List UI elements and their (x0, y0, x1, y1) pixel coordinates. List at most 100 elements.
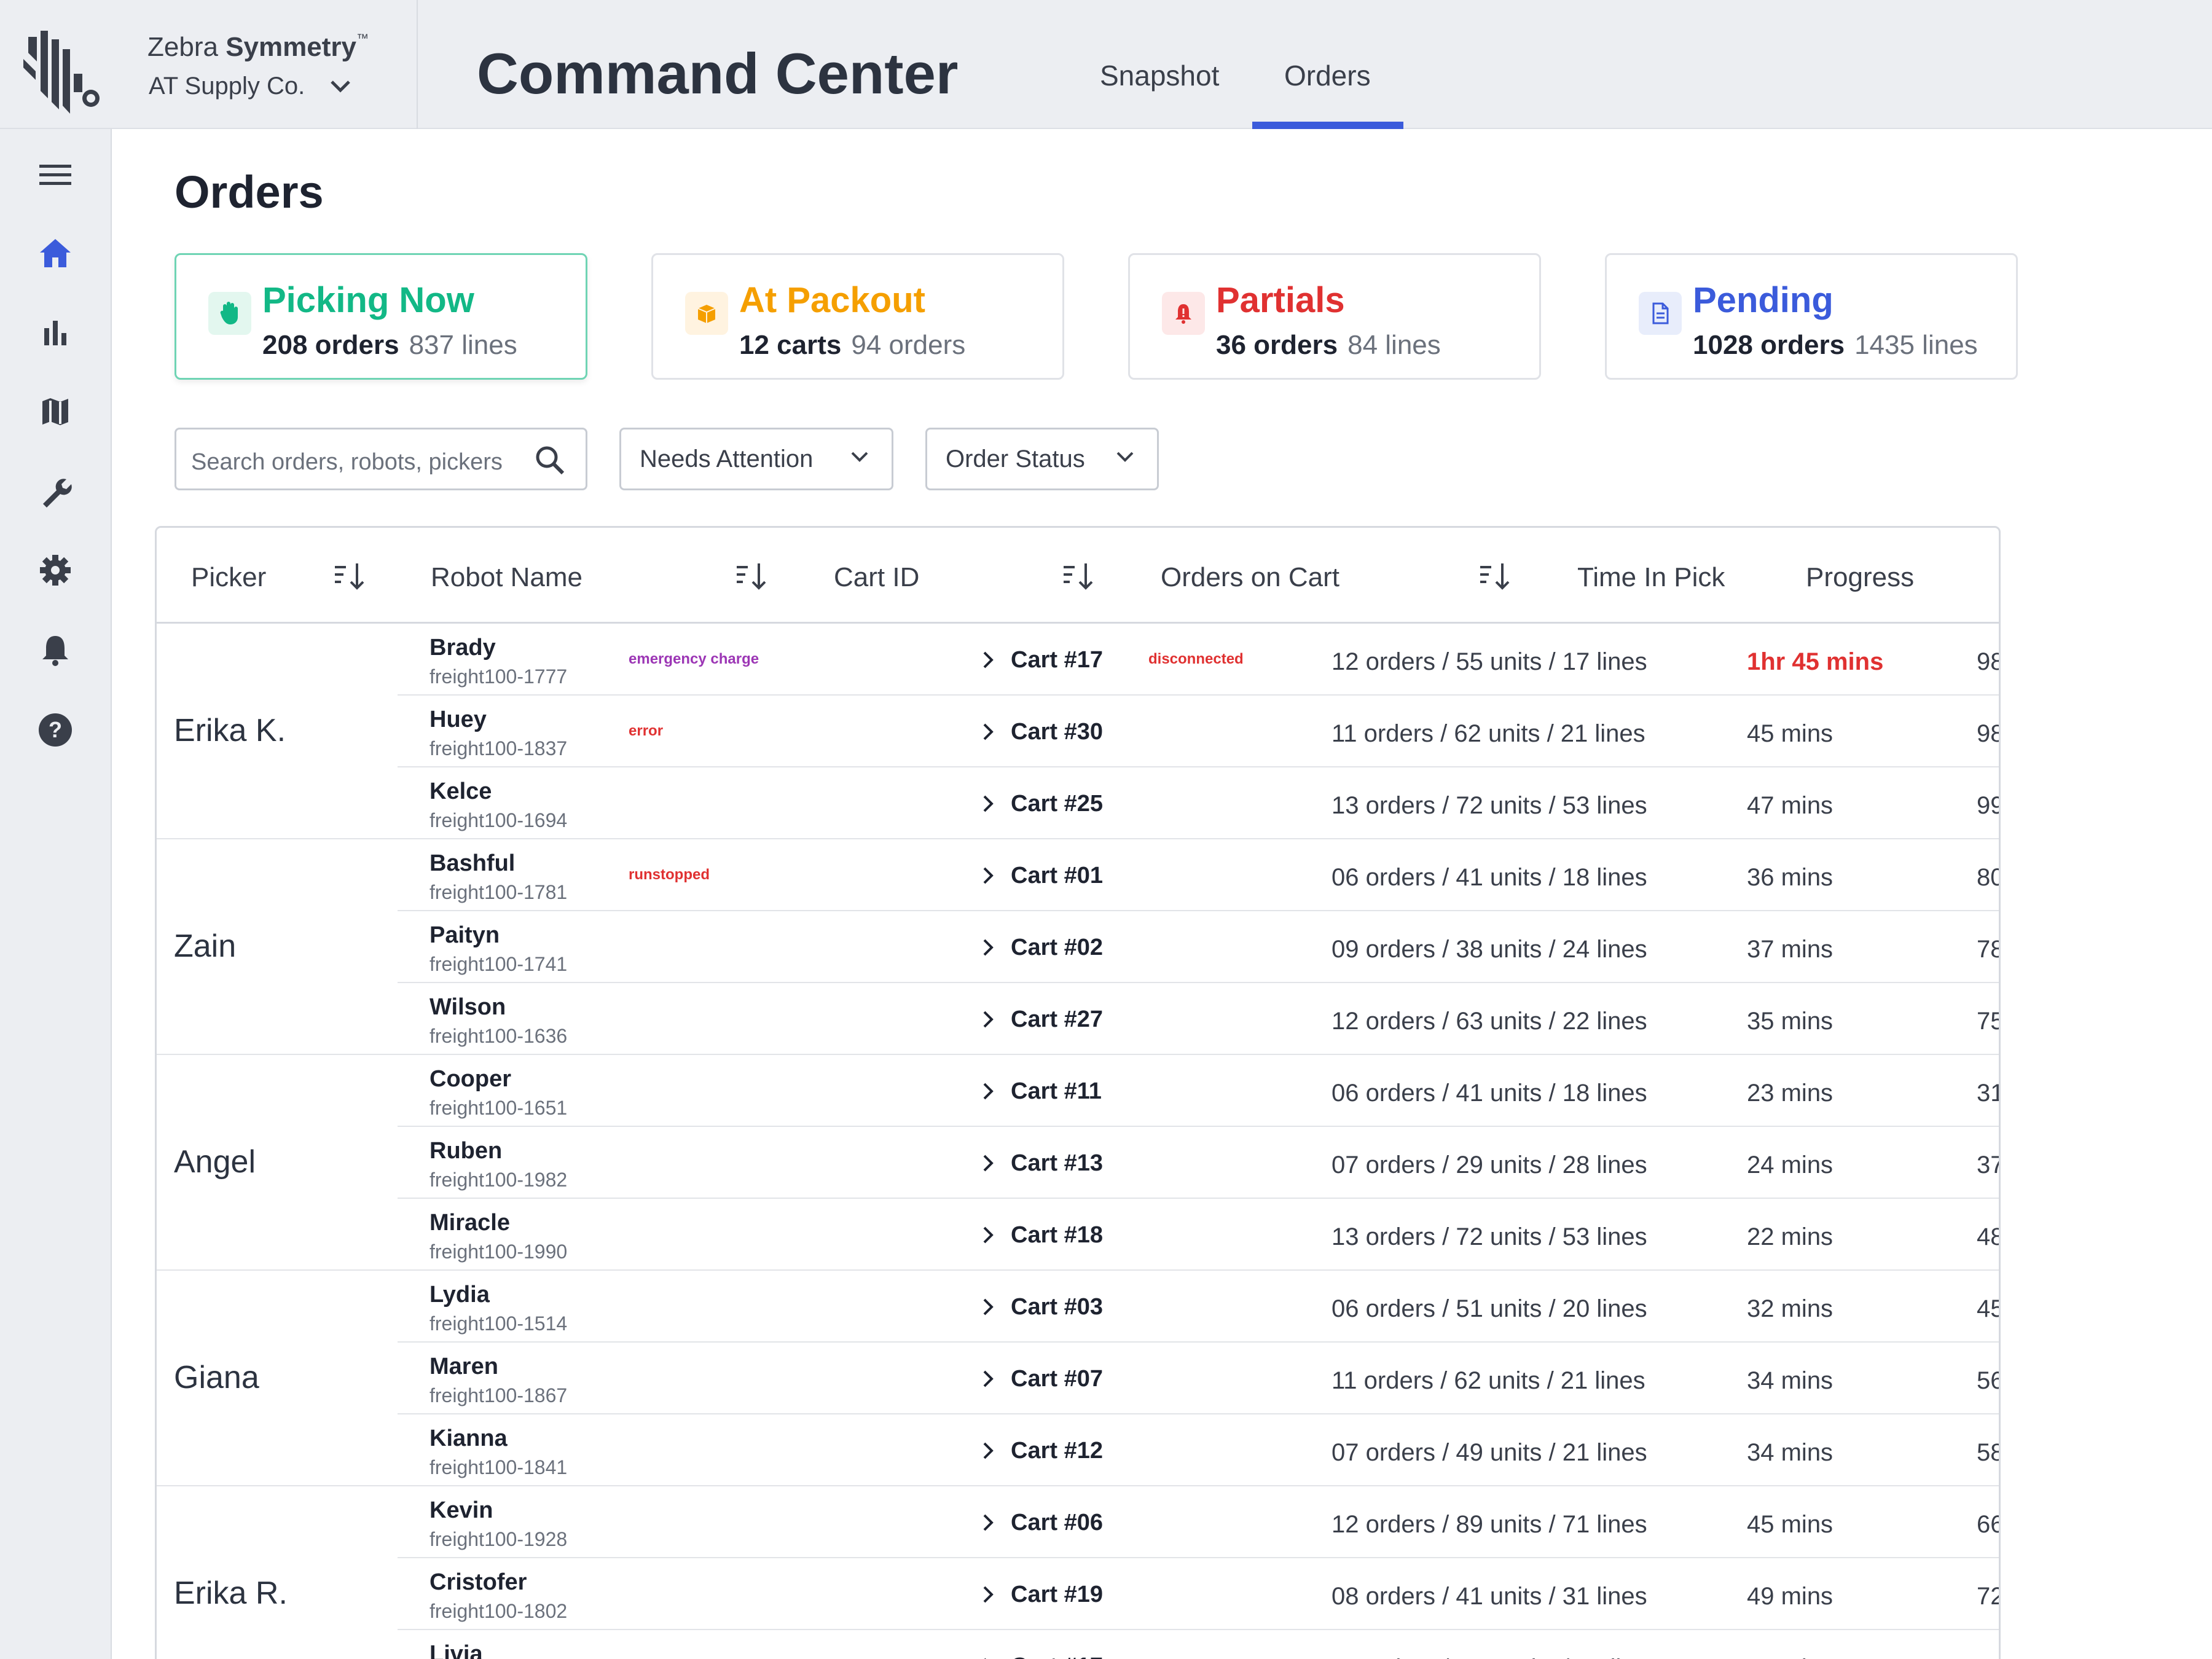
cart-id[interactable]: Cart #27 (1011, 1006, 1103, 1032)
progress-value: 58% (1977, 1439, 1999, 1466)
chevron-right-icon[interactable] (981, 1370, 995, 1388)
robot-id: freight100-1777 (429, 665, 568, 688)
progress-value: 99% (1977, 792, 1999, 819)
progress-value: 80% (1977, 864, 1999, 891)
cart-id[interactable]: Cart #18 (1011, 1222, 1103, 1248)
chevron-right-icon[interactable] (981, 1585, 995, 1604)
progress-value: 70% (1977, 1655, 1999, 1659)
robot-id: freight100-1741 (429, 953, 568, 975)
orders-on-cart: 13 orders / 72 units / 53 lines (1332, 792, 1647, 819)
column-header-progress[interactable]: Progress (1806, 562, 1915, 592)
table-row[interactable]: Paityn freight100-1741 Cart #02 09 order… (398, 911, 1999, 983)
table-row[interactable]: Cristofer freight100-1802 Cart #19 08 or… (398, 1558, 1999, 1630)
order-status-dropdown[interactable]: Order Status (925, 428, 1159, 490)
search-placeholder: Search orders, robots, pickers (191, 449, 503, 475)
time-in-pick: 47 mins (1747, 792, 1834, 819)
sort-icon[interactable] (1478, 561, 1512, 592)
card-pending[interactable]: Pending 1028 orders 1435 lines (1605, 253, 2018, 380)
table-row[interactable]: Kelce freight100-1694 Cart #25 13 orders… (398, 767, 1999, 839)
table-row[interactable]: Bashful freight100-1781 runstopped Cart … (398, 839, 1999, 911)
cart-id[interactable]: Cart #12 (1011, 1438, 1103, 1464)
bar-chart-icon[interactable] (37, 315, 74, 351)
chevron-right-icon[interactable] (981, 1010, 995, 1029)
table-row[interactable]: Kevin freight100-1928 Cart #06 12 orders… (398, 1486, 1999, 1558)
column-header-picker[interactable]: Picker (191, 562, 267, 592)
table-row[interactable]: Brady freight100-1777 emergency charge C… (398, 624, 1999, 696)
chevron-right-icon[interactable] (981, 723, 995, 741)
help-icon[interactable]: ? (37, 712, 74, 748)
table-row[interactable]: Lydia freight100-1514 Cart #03 06 orders… (398, 1271, 1999, 1343)
chevron-down-icon (1116, 452, 1134, 462)
card-picking-now[interactable]: Picking Now 208 orders 837 lines (175, 253, 587, 380)
table-row[interactable]: Ruben freight100-1982 Cart #13 07 orders… (398, 1127, 1999, 1199)
table-row[interactable]: Wilson freight100-1636 Cart #27 12 order… (398, 983, 1999, 1055)
map-icon[interactable] (37, 393, 74, 430)
card-title: Pending (1693, 280, 1834, 320)
chevron-right-icon[interactable] (981, 1441, 995, 1460)
chevron-right-icon[interactable] (981, 794, 995, 813)
sort-icon[interactable] (1061, 561, 1096, 592)
sort-icon[interactable] (734, 561, 769, 592)
progress-value: 45% (1977, 1295, 1999, 1322)
gear-icon[interactable] (37, 552, 74, 589)
cart-id[interactable]: Cart #17 (1011, 647, 1103, 673)
table-row[interactable]: Maren freight100-1867 Cart #07 11 orders… (398, 1343, 1999, 1414)
table-row[interactable]: Miracle freight100-1990 Cart #18 13 orde… (398, 1199, 1999, 1271)
robot-name: Miracle (429, 1210, 510, 1236)
table-row[interactable]: Cooper freight100-1651 Cart #11 06 order… (398, 1055, 1999, 1127)
cart-id[interactable]: Cart #03 (1011, 1294, 1103, 1320)
chevron-right-icon[interactable] (981, 651, 995, 669)
cart-id[interactable]: Cart #30 (1011, 719, 1103, 745)
cart-id[interactable]: Cart #17 (1011, 1653, 1103, 1659)
robot-id: freight100-1982 (429, 1169, 568, 1191)
sort-icon[interactable] (332, 561, 367, 592)
picker-name: Erika R. (174, 1575, 288, 1611)
page-title: Orders (175, 167, 324, 218)
table-row[interactable]: Livia Cart #17 08 orders / 103 units / 2… (398, 1630, 1999, 1659)
active-tab-indicator (1252, 122, 1403, 129)
cart-id[interactable]: Cart #02 (1011, 935, 1103, 960)
wrench-icon[interactable] (37, 473, 74, 510)
time-in-pick: 1hr 45 mins (1747, 648, 1884, 675)
column-header-time[interactable]: Time In Pick (1577, 562, 1725, 592)
tab-orders[interactable]: Orders (1284, 60, 1371, 92)
card-at-packout[interactable]: At Packout 12 carts 94 orders (651, 253, 1064, 380)
time-in-pick: 22 mins (1747, 1223, 1834, 1250)
time-in-pick: 46 mins (1747, 1655, 1833, 1659)
card-title: At Packout (739, 280, 925, 320)
tab-snapshot[interactable]: Snapshot (1100, 60, 1220, 92)
table-row[interactable]: Huey freight100-1837 error Cart #30 11 o… (398, 696, 1999, 767)
progress-value: 72% (1977, 1583, 1999, 1610)
robot-name: Ruben (429, 1138, 503, 1164)
orders-on-cart: 07 orders / 49 units / 21 lines (1332, 1439, 1647, 1466)
chevron-right-icon[interactable] (981, 938, 995, 957)
cart-id[interactable]: Cart #13 (1011, 1150, 1103, 1176)
chevron-right-icon[interactable] (981, 1513, 995, 1532)
cart-id[interactable]: Cart #25 (1011, 791, 1103, 817)
column-header-robot[interactable]: Robot Name (431, 562, 583, 592)
robot-name: Maren (429, 1354, 498, 1379)
cart-id[interactable]: Cart #11 (1011, 1078, 1102, 1104)
home-icon[interactable] (37, 235, 74, 272)
chevron-right-icon[interactable] (981, 1298, 995, 1316)
column-header-orders[interactable]: Orders on Cart (1161, 562, 1339, 592)
card-counts: 208 orders 837 lines (262, 330, 517, 360)
cart-id[interactable]: Cart #06 (1011, 1510, 1103, 1535)
bell-icon[interactable] (37, 632, 74, 669)
chevron-right-icon[interactable] (981, 1154, 995, 1172)
chevron-right-icon[interactable] (981, 1082, 995, 1100)
chevron-right-icon[interactable] (981, 1226, 995, 1244)
table-row[interactable]: Kianna freight100-1841 Cart #12 07 order… (398, 1414, 1999, 1486)
progress-value: 75% (1977, 1008, 1999, 1035)
cart-id[interactable]: Cart #01 (1011, 863, 1103, 888)
column-header-cart[interactable]: Cart ID (834, 562, 920, 592)
org-selector[interactable]: AT Supply Co. (149, 73, 351, 100)
menu-icon[interactable] (37, 156, 74, 193)
card-partials[interactable]: Partials 36 orders 84 lines (1128, 253, 1541, 380)
needs-attention-dropdown[interactable]: Needs Attention (619, 428, 893, 490)
cart-id[interactable]: Cart #19 (1011, 1582, 1103, 1607)
chevron-right-icon[interactable] (981, 866, 995, 885)
card-counts: 1028 orders 1435 lines (1693, 330, 1978, 360)
search-input[interactable]: Search orders, robots, pickers (175, 428, 587, 490)
cart-id[interactable]: Cart #07 (1011, 1366, 1103, 1392)
